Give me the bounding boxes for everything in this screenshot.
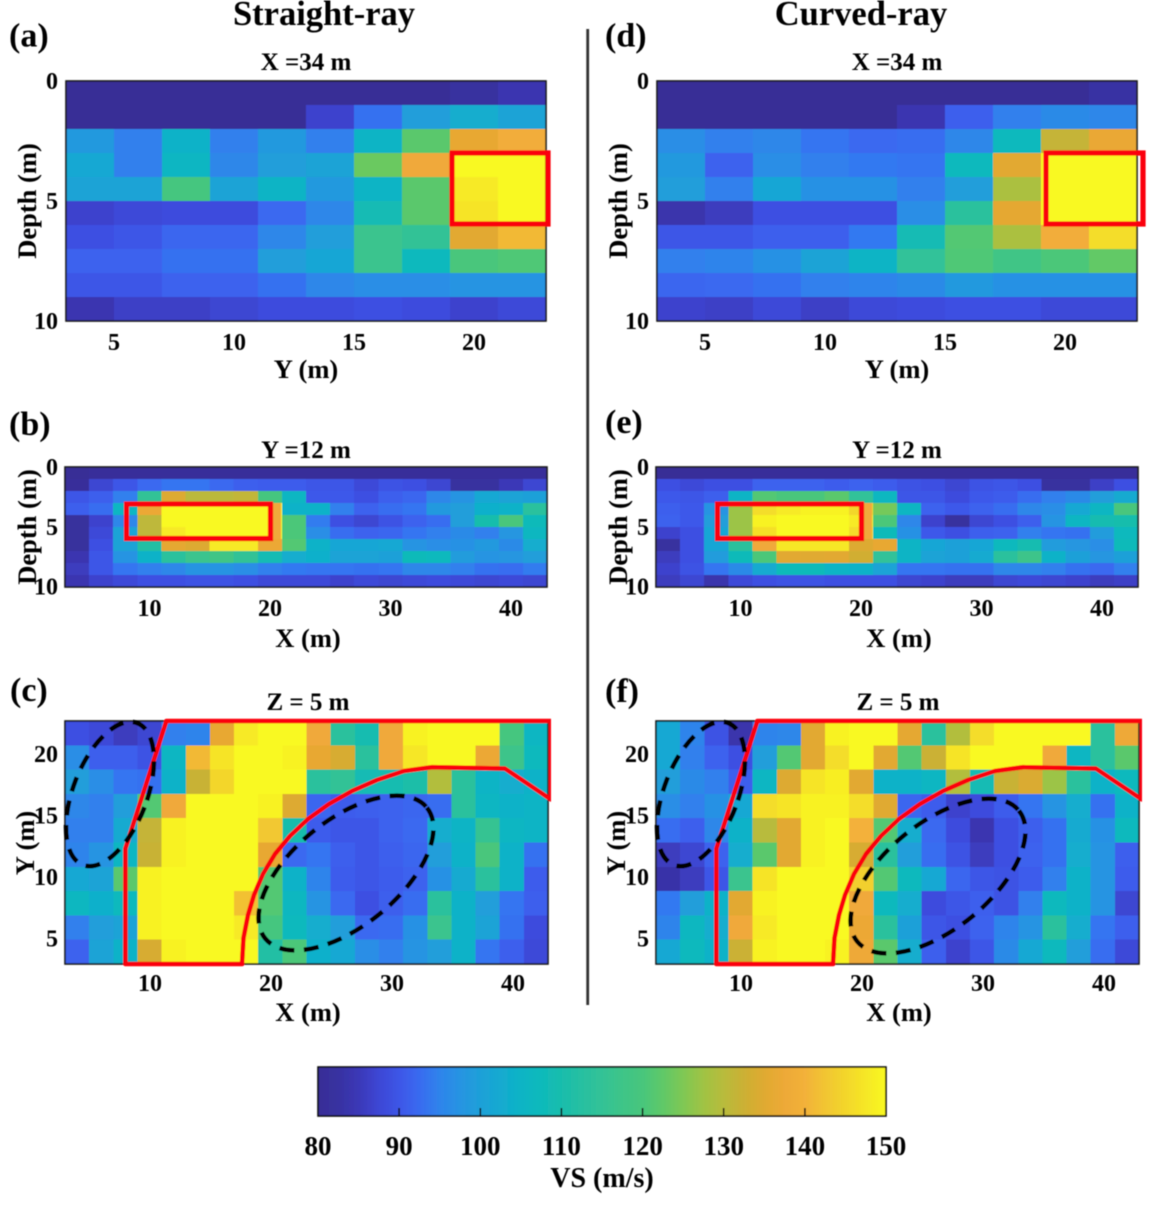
svg-text:(c): (c) (10, 672, 48, 709)
svg-text:30: 30 (970, 596, 994, 622)
svg-text:X (m): X (m) (866, 997, 932, 1027)
svg-text:5: 5 (637, 515, 649, 541)
svg-text:Curved-ray: Curved-ray (775, 0, 947, 33)
svg-text:10: 10 (625, 575, 649, 601)
svg-text:Depth (m): Depth (m) (12, 469, 42, 585)
svg-text:30: 30 (380, 971, 404, 997)
svg-text:10: 10 (813, 330, 837, 356)
svg-text:Y (m): Y (m) (10, 811, 40, 876)
svg-text:VS (m/s): VS (m/s) (550, 1163, 653, 1194)
svg-text:10: 10 (34, 865, 58, 891)
svg-text:Y (m): Y (m) (865, 354, 930, 384)
svg-text:0: 0 (46, 455, 58, 481)
svg-text:15: 15 (933, 330, 957, 356)
svg-text:20: 20 (258, 596, 282, 622)
svg-text:0: 0 (637, 455, 649, 481)
svg-text:15: 15 (342, 330, 366, 356)
svg-text:80: 80 (305, 1131, 332, 1161)
svg-text:5: 5 (108, 330, 120, 356)
svg-text:15: 15 (34, 804, 58, 830)
svg-text:90: 90 (386, 1131, 413, 1161)
svg-text:Straight-ray: Straight-ray (233, 0, 415, 33)
svg-text:0: 0 (637, 69, 649, 95)
svg-text:10: 10 (138, 971, 162, 997)
svg-text:140: 140 (785, 1131, 826, 1161)
svg-text:X (m): X (m) (275, 623, 341, 653)
svg-text:Depth (m): Depth (m) (12, 143, 42, 259)
svg-text:20: 20 (259, 971, 283, 997)
svg-text:40: 40 (1090, 596, 1114, 622)
svg-text:(d): (d) (605, 18, 647, 55)
svg-text:5: 5 (637, 189, 649, 215)
svg-text:(e): (e) (605, 404, 643, 441)
svg-text:150: 150 (866, 1131, 907, 1161)
svg-text:Depth (m): Depth (m) (603, 469, 633, 585)
svg-text:15: 15 (625, 804, 649, 830)
svg-text:10: 10 (138, 596, 162, 622)
svg-text:10: 10 (625, 309, 649, 335)
svg-text:X =34 m: X =34 m (852, 49, 943, 76)
svg-text:0: 0 (46, 69, 58, 95)
svg-text:130: 130 (703, 1131, 744, 1161)
svg-text:40: 40 (501, 971, 525, 997)
svg-text:Depth (m): Depth (m) (603, 143, 633, 259)
svg-text:X (m): X (m) (275, 997, 341, 1027)
svg-text:20: 20 (1053, 330, 1077, 356)
svg-text:30: 30 (379, 596, 403, 622)
svg-text:5: 5 (637, 927, 649, 953)
svg-text:Z = 5 m: Z = 5 m (267, 689, 350, 716)
svg-text:20: 20 (849, 596, 873, 622)
svg-text:20: 20 (850, 971, 874, 997)
svg-text:(f): (f) (605, 673, 639, 710)
svg-text:110: 110 (542, 1131, 581, 1161)
svg-text:X =34 m: X =34 m (261, 49, 352, 76)
svg-text:40: 40 (499, 596, 523, 622)
svg-text:X (m): X (m) (866, 623, 932, 653)
svg-text:(a): (a) (9, 18, 49, 55)
svg-text:Y =12 m: Y =12 m (261, 437, 351, 464)
svg-text:Y (m): Y (m) (274, 354, 339, 384)
svg-text:120: 120 (622, 1131, 663, 1161)
svg-text:10: 10 (34, 309, 58, 335)
svg-text:5: 5 (46, 515, 58, 541)
svg-text:Z = 5 m: Z = 5 m (857, 689, 940, 716)
svg-text:20: 20 (462, 330, 486, 356)
svg-text:10: 10 (729, 971, 753, 997)
svg-text:20: 20 (625, 742, 649, 768)
svg-text:10: 10 (625, 865, 649, 891)
svg-text:10: 10 (222, 330, 246, 356)
svg-text:40: 40 (1092, 971, 1116, 997)
svg-text:5: 5 (699, 330, 711, 356)
svg-text:20: 20 (34, 742, 58, 768)
svg-text:100: 100 (460, 1131, 501, 1161)
svg-text:30: 30 (971, 971, 995, 997)
svg-text:5: 5 (46, 189, 58, 215)
svg-text:Y =12 m: Y =12 m (852, 437, 942, 464)
svg-text:10: 10 (34, 575, 58, 601)
svg-text:(b): (b) (9, 406, 51, 443)
svg-text:5: 5 (46, 927, 58, 953)
svg-text:10: 10 (729, 596, 753, 622)
svg-text:Y (m): Y (m) (601, 811, 631, 876)
